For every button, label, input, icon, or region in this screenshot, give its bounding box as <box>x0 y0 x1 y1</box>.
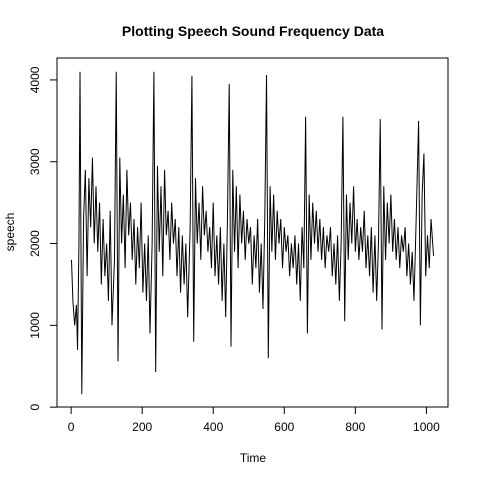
y-tick-label: 1000 <box>28 312 42 339</box>
y-tick-label: 2000 <box>28 230 42 257</box>
x-tick-label: 0 <box>68 420 75 434</box>
y-tick-label: 4000 <box>28 66 42 93</box>
plot-box <box>56 57 449 408</box>
y-axis-label: speech <box>3 213 17 252</box>
x-tick-label: 1000 <box>413 420 440 434</box>
x-tick-label: 800 <box>345 420 365 434</box>
x-tick-label: 200 <box>132 420 152 434</box>
series-line <box>70 71 435 395</box>
y-tick-label: 3000 <box>28 148 42 175</box>
x-tick-label: 400 <box>203 420 223 434</box>
y-tick-label: 0 <box>28 404 42 411</box>
x-tick-label: 600 <box>274 420 294 434</box>
x-axis-label: Time <box>240 451 267 465</box>
chart-title: Plotting Speech Sound Frequency Data <box>122 23 384 39</box>
